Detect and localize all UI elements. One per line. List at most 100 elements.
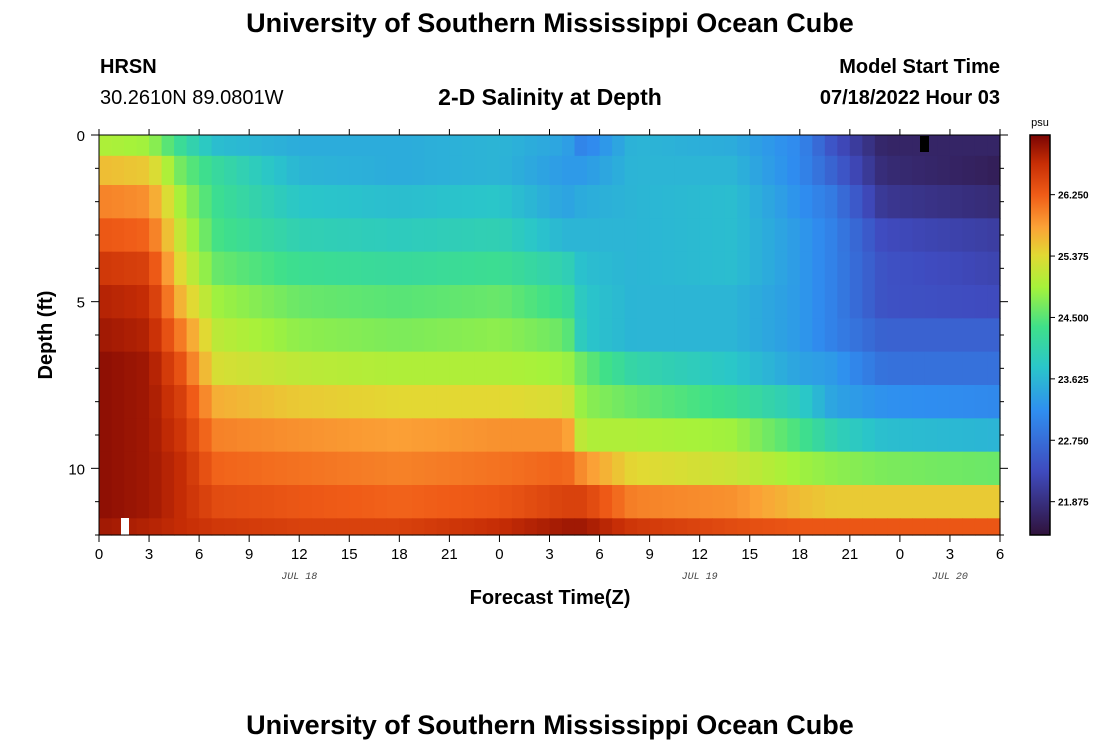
- heatmap-cell: [261, 318, 275, 353]
- heatmap-cell: [987, 218, 1001, 253]
- heatmap-cell: [624, 135, 638, 157]
- heatmap-cell: [799, 135, 813, 157]
- heatmap-cell: [124, 218, 138, 253]
- heatmap-cell: [386, 418, 400, 453]
- heatmap-cell: [612, 518, 626, 536]
- heatmap-cell: [411, 218, 425, 253]
- heatmap-cell: [799, 418, 813, 453]
- heatmap-cell: [774, 485, 788, 519]
- heatmap-cell: [224, 155, 238, 186]
- heatmap-cell: [299, 285, 313, 319]
- heatmap-cell: [211, 251, 225, 286]
- heatmap-cell: [461, 218, 476, 253]
- heatmap-cell: [549, 185, 563, 219]
- heatmap-cell: [386, 385, 400, 419]
- heatmap-cell: [699, 485, 713, 519]
- heatmap-cell: [424, 285, 438, 319]
- heatmap-cell: [511, 485, 526, 519]
- heatmap-cell: [962, 218, 976, 253]
- heatmap-cell: [874, 318, 888, 353]
- heatmap-cell: [562, 251, 576, 286]
- heatmap-cell: [511, 451, 526, 486]
- heatmap-cell: [549, 318, 563, 353]
- heatmap-cell: [536, 251, 551, 286]
- heatmap-cell: [374, 251, 388, 286]
- heatmap-cell: [624, 185, 638, 219]
- heatmap-cell: [111, 135, 125, 157]
- x-tick-label: 21: [841, 546, 858, 563]
- heatmap-cell: [799, 285, 813, 319]
- heatmap-cell: [99, 155, 113, 186]
- heatmap-cell: [361, 155, 375, 186]
- heatmap-cell: [949, 251, 964, 286]
- heatmap-cell: [536, 385, 551, 419]
- heatmap-cell: [286, 418, 300, 453]
- heatmap-cell: [674, 251, 688, 286]
- date-label: JUL 20: [932, 572, 968, 583]
- heatmap-cell: [536, 318, 551, 353]
- heatmap-cell: [186, 518, 200, 536]
- heatmap-cell: [612, 135, 626, 157]
- heatmap-cell: [411, 351, 425, 386]
- heatmap-cell: [724, 155, 738, 186]
- heatmap-cell: [912, 485, 926, 519]
- heatmap-cell: [324, 451, 338, 486]
- heatmap-cell: [949, 418, 964, 453]
- heatmap-cell: [424, 318, 438, 353]
- heatmap-cell: [874, 385, 888, 419]
- heatmap-cell: [574, 318, 588, 353]
- heatmap-cell: [862, 518, 876, 536]
- heatmap-cell: [149, 418, 163, 453]
- heatmap-cell: [386, 351, 400, 386]
- heatmap-cell: [311, 518, 325, 536]
- heatmap-cell: [874, 185, 888, 219]
- heatmap-cell: [149, 385, 163, 419]
- heatmap-cell: [937, 451, 951, 486]
- heatmap-cell: [336, 318, 350, 353]
- heatmap-cell: [336, 155, 350, 186]
- heatmap-cell: [962, 385, 976, 419]
- heatmap-cell: [724, 135, 738, 157]
- heatmap-cell: [136, 251, 150, 286]
- heatmap-cell: [136, 318, 150, 353]
- heatmap-cell: [461, 285, 476, 319]
- heatmap-cell: [186, 285, 200, 319]
- heatmap-cell: [361, 385, 375, 419]
- heatmap-cell: [349, 385, 363, 419]
- heatmap-cell: [199, 185, 213, 219]
- heatmap-cell: [787, 318, 801, 353]
- heatmap-cell: [286, 285, 300, 319]
- heatmap-cell: [724, 385, 738, 419]
- heatmap-cell: [587, 251, 601, 286]
- heatmap-cell: [949, 485, 964, 519]
- heatmap-cell: [862, 485, 876, 519]
- heatmap-cell: [624, 451, 638, 486]
- heatmap-cell: [261, 251, 275, 286]
- heatmap-cell: [812, 451, 826, 486]
- heatmap-cell: [637, 485, 651, 519]
- heatmap-cell: [236, 155, 250, 186]
- heatmap-cell: [749, 155, 763, 186]
- heatmap-cell: [524, 318, 538, 353]
- heatmap-cell: [974, 185, 989, 219]
- heatmap-cell: [224, 218, 238, 253]
- x-axis-label: Forecast Time(Z): [470, 587, 631, 609]
- heatmap-cell: [749, 518, 763, 536]
- heatmap-cell: [99, 135, 113, 157]
- heatmap-cell: [749, 185, 763, 219]
- heatmap-cell: [912, 418, 926, 453]
- heatmap-cell: [111, 185, 125, 219]
- model-start-time: 07/18/2022 Hour 03: [819, 87, 1000, 109]
- heatmap-cell: [624, 318, 638, 353]
- heatmap-cell: [261, 135, 275, 157]
- heatmap-cell: [186, 218, 200, 253]
- heatmap-cell: [737, 135, 751, 157]
- heatmap-cell: [411, 418, 425, 453]
- heatmap-cell: [124, 155, 138, 186]
- heatmap-cell: [374, 318, 388, 353]
- heatmap-cell: [649, 485, 663, 519]
- heatmap-cell: [436, 251, 450, 286]
- heatmap-cell: [161, 385, 175, 419]
- heatmap-cell: [724, 351, 738, 386]
